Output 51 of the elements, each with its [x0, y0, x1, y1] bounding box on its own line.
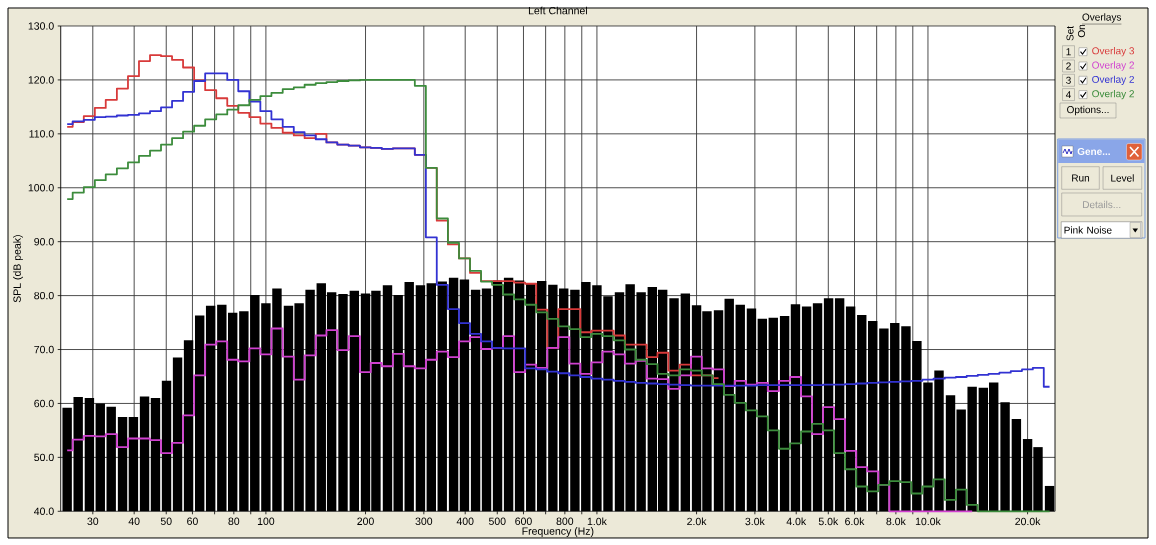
text: 3	[1066, 76, 1071, 84]
y-tick-label: 40.0	[34, 507, 54, 516]
text: Run	[1072, 174, 1090, 182]
text: Set	[1066, 26, 1074, 41]
text: 4	[1065, 91, 1071, 99]
x-tick-label: 1.0k	[587, 517, 607, 526]
y-axis-title: SPL (dB peak)	[13, 235, 23, 303]
text: Level	[1111, 174, 1134, 182]
legend-title: Overlays	[1082, 13, 1122, 23]
x-tick-label: 8.0k	[886, 517, 906, 526]
text: Overlay 2	[1092, 89, 1134, 100]
text: Gene...	[1077, 147, 1110, 156]
text: Overlay 2	[1092, 75, 1134, 85]
y-tick-label: 50.0	[34, 453, 54, 462]
x-tick-label: 5.0k	[818, 517, 839, 526]
text: Overlay 2	[1092, 61, 1134, 71]
x-tick-label: 50	[160, 517, 172, 526]
x-tick-label: 80	[228, 517, 240, 526]
x-tick-label: 500	[488, 517, 506, 526]
y-tick-label: 110.0	[29, 130, 54, 138]
text: Overlay 3	[1092, 47, 1135, 57]
x-tick-label: 100	[257, 517, 275, 526]
x-tick-label: 30	[87, 517, 99, 526]
x-tick-label: 4.0k	[786, 517, 807, 526]
x-tick-label: 40	[128, 517, 140, 526]
text: On	[1077, 24, 1086, 38]
y-tick-label: 120.0	[28, 76, 54, 84]
y-tick-label: 70.0	[34, 345, 54, 354]
y-tick-label: 90.0	[34, 237, 54, 246]
text: Details...	[1083, 200, 1121, 209]
x-tick-label: 200	[357, 517, 374, 526]
x-tick-label: 400	[456, 517, 474, 526]
text: 1	[1066, 48, 1071, 56]
x-tick-label: 300	[415, 517, 433, 526]
x-tick-label: 60	[187, 517, 198, 526]
chart-title: Left Channel	[528, 6, 587, 15]
text: Options...	[1067, 105, 1109, 116]
x-tick-label: 800	[556, 517, 574, 526]
x-tick-label: 600	[515, 517, 532, 526]
x-tick-label: 6.0k	[845, 517, 865, 526]
y-tick-label: 100.0	[28, 184, 54, 192]
y-tick-label: 80.0	[34, 291, 54, 300]
x-tick-label: 2.0k	[687, 517, 707, 526]
text: 2	[1066, 62, 1071, 70]
x-tick-label: 10.0k	[915, 517, 941, 526]
y-tick-label: 130.0	[28, 22, 54, 30]
text: Pink Noise	[1064, 226, 1112, 234]
x-tick-label: 20.0k	[1015, 517, 1041, 526]
y-tick-label: 60.0	[34, 399, 54, 408]
x-axis-title: Frequency (Hz)	[522, 527, 594, 537]
x-tick-label: 3.0k	[745, 517, 765, 526]
